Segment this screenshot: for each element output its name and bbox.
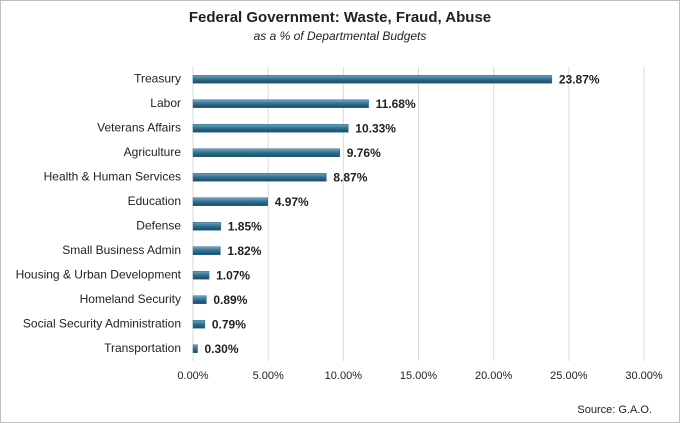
y-tick-label: Agriculture bbox=[124, 145, 182, 159]
y-tick-label: Health & Human Services bbox=[44, 169, 181, 183]
bar bbox=[192, 148, 340, 157]
bar bbox=[192, 173, 327, 182]
value-label: 4.97% bbox=[275, 195, 309, 209]
source-note: Source: G.A.O. bbox=[577, 404, 652, 416]
value-label: 1.07% bbox=[216, 268, 250, 282]
x-tick-label: 25.00% bbox=[550, 370, 588, 382]
value-label: 11.68% bbox=[376, 97, 416, 111]
y-tick-label: Small Business Admin bbox=[62, 243, 181, 257]
chart-title: Federal Government: Waste, Fraud, Abuse bbox=[189, 9, 491, 26]
x-tick-label: 30.00% bbox=[625, 370, 663, 382]
x-tick-label: 15.00% bbox=[400, 370, 438, 382]
bar bbox=[192, 75, 553, 84]
y-tick-label: Veterans Affairs bbox=[97, 120, 181, 134]
value-label: 9.76% bbox=[347, 146, 381, 160]
x-tick-label: 10.00% bbox=[325, 370, 363, 382]
value-label: 0.89% bbox=[213, 293, 247, 307]
value-label: 0.79% bbox=[212, 317, 246, 331]
bar bbox=[192, 99, 369, 108]
y-tick-label: Transportation bbox=[104, 341, 181, 355]
x-tick-label: 0.00% bbox=[177, 370, 208, 382]
value-label: 23.87% bbox=[559, 72, 600, 86]
bar bbox=[192, 197, 268, 206]
bar bbox=[192, 222, 222, 231]
value-label: 1.85% bbox=[228, 219, 262, 233]
y-tick-label: Labor bbox=[150, 96, 181, 110]
x-tick-label: 5.00% bbox=[253, 370, 284, 382]
x-tick-label: 20.00% bbox=[475, 370, 513, 382]
value-label: 1.82% bbox=[227, 244, 261, 258]
value-label: 10.33% bbox=[355, 121, 396, 135]
y-tick-label: Education bbox=[128, 194, 181, 208]
value-label: 8.87% bbox=[333, 170, 367, 184]
y-tick-label: Treasury bbox=[134, 71, 181, 85]
bar bbox=[192, 344, 198, 353]
bar bbox=[192, 271, 210, 280]
bar bbox=[192, 246, 221, 255]
y-tick-label: Social Security Administration bbox=[23, 316, 181, 330]
bar bbox=[192, 124, 349, 133]
y-tick-label: Homeland Security bbox=[80, 292, 181, 306]
chart-subtitle: as a % of Departmental Budgets bbox=[254, 29, 427, 43]
value-label: 0.30% bbox=[205, 342, 239, 356]
bar bbox=[192, 320, 206, 329]
y-tick-label: Housing & Urban Development bbox=[16, 267, 182, 281]
y-tick-label: Defense bbox=[136, 218, 181, 232]
bar bbox=[192, 295, 207, 304]
